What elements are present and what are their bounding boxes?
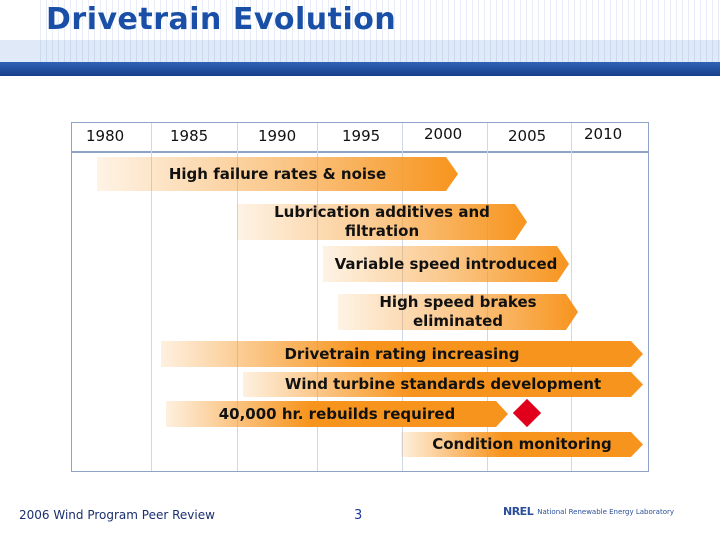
year-label: 2010 xyxy=(584,125,623,143)
timeline-bar: 40,000 hr. rebuilds required xyxy=(166,401,508,427)
timeline-axis xyxy=(72,151,648,153)
timeline-bar: Lubrication additives and filtration xyxy=(237,204,527,240)
timeline-bar: Drivetrain rating increasing xyxy=(161,341,643,367)
timeline-bar: High speed brakes eliminated xyxy=(338,294,578,330)
timeline-bar: Variable speed introduced xyxy=(323,246,569,282)
year-label: 1995 xyxy=(342,127,381,145)
nrel-logo-text: National Renewable Energy Laboratory xyxy=(537,507,674,516)
footer-event: 2006 Wind Program Peer Review xyxy=(19,508,215,522)
year-gridline xyxy=(317,123,318,471)
nrel-logo: NREL National Renewable Energy Laborator… xyxy=(503,505,674,518)
nrel-logo-mark: NREL xyxy=(503,505,534,518)
year-gridline xyxy=(237,123,238,471)
year-label: 2005 xyxy=(508,127,547,145)
header-bar xyxy=(0,62,720,76)
header-pattern xyxy=(40,0,720,62)
slide-title: Drivetrain Evolution xyxy=(46,2,397,37)
year-gridline xyxy=(151,123,152,471)
year-label: 1985 xyxy=(170,127,209,145)
slide-header xyxy=(0,0,720,78)
year-gridline xyxy=(571,123,572,471)
year-label: 1980 xyxy=(86,127,125,145)
year-label: 1990 xyxy=(258,127,297,145)
timeline-bar: High failure rates & noise xyxy=(97,157,458,191)
timeline-bar: Condition monitoring xyxy=(401,432,643,457)
year-label: 2000 xyxy=(424,125,463,143)
page-number: 3 xyxy=(354,508,363,523)
timeline-bar: Wind turbine standards development xyxy=(243,372,643,397)
